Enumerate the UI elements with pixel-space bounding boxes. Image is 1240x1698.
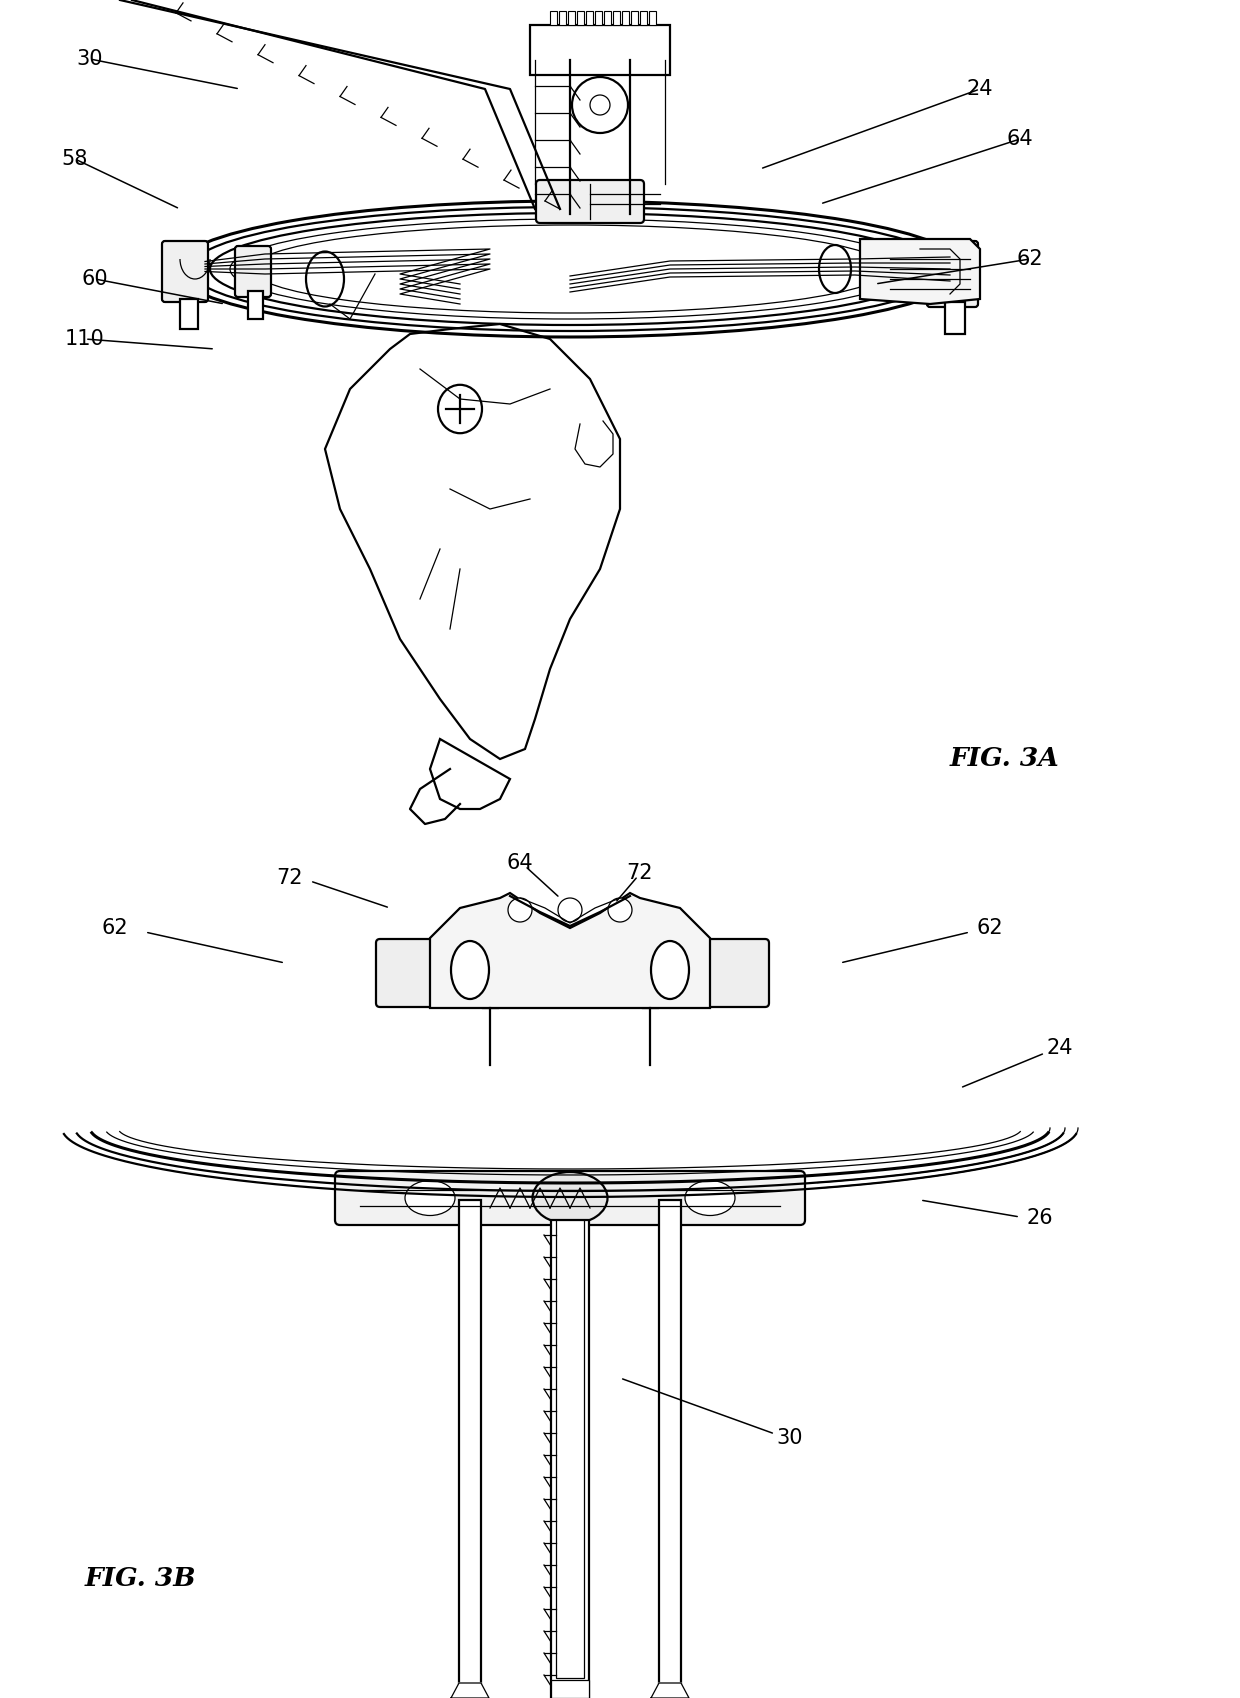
Text: 24: 24: [967, 80, 993, 98]
PathPatch shape: [325, 324, 620, 759]
Ellipse shape: [438, 385, 482, 433]
Text: 62: 62: [1017, 250, 1043, 268]
FancyBboxPatch shape: [335, 1172, 805, 1224]
PathPatch shape: [430, 893, 711, 1009]
Text: 26: 26: [1027, 1207, 1053, 1228]
Ellipse shape: [651, 941, 689, 998]
Text: 72: 72: [277, 868, 304, 888]
Text: 64: 64: [507, 852, 533, 873]
FancyBboxPatch shape: [536, 180, 644, 222]
Ellipse shape: [532, 1172, 608, 1224]
Text: 110: 110: [66, 329, 105, 350]
Bar: [658, 1200, 681, 1698]
Circle shape: [558, 898, 582, 922]
Text: 64: 64: [1007, 129, 1033, 149]
Bar: [248, 290, 263, 319]
FancyBboxPatch shape: [376, 939, 439, 1007]
Circle shape: [572, 76, 627, 132]
Text: 58: 58: [62, 149, 88, 170]
Text: 24: 24: [1047, 1037, 1074, 1058]
Bar: [631, 10, 639, 25]
FancyBboxPatch shape: [706, 939, 769, 1007]
Ellipse shape: [405, 1180, 455, 1216]
FancyBboxPatch shape: [236, 246, 272, 297]
Ellipse shape: [451, 941, 489, 998]
Text: 62: 62: [977, 919, 1003, 937]
Bar: [587, 10, 593, 25]
Text: 62: 62: [102, 919, 128, 937]
Bar: [559, 10, 565, 25]
Bar: [649, 10, 656, 25]
Bar: [551, 10, 557, 25]
PathPatch shape: [861, 239, 980, 304]
Text: 60: 60: [82, 268, 108, 289]
Bar: [622, 10, 629, 25]
FancyBboxPatch shape: [928, 241, 978, 307]
Ellipse shape: [684, 1180, 735, 1216]
Bar: [180, 299, 198, 329]
Text: FIG. 3B: FIG. 3B: [86, 1566, 196, 1591]
Polygon shape: [451, 1683, 489, 1698]
PathPatch shape: [430, 739, 510, 808]
Bar: [551, 1679, 589, 1698]
Text: FIG. 3A: FIG. 3A: [950, 747, 1060, 771]
Text: 30: 30: [776, 1428, 804, 1448]
Ellipse shape: [818, 245, 851, 294]
Bar: [577, 10, 584, 25]
Polygon shape: [651, 1683, 689, 1698]
Bar: [459, 1200, 481, 1698]
Circle shape: [508, 898, 532, 922]
Bar: [595, 10, 601, 25]
Circle shape: [608, 898, 632, 922]
Text: 72: 72: [626, 863, 653, 883]
Bar: [640, 10, 647, 25]
FancyBboxPatch shape: [162, 241, 208, 302]
Bar: [568, 10, 575, 25]
Text: 30: 30: [77, 49, 103, 70]
Bar: [613, 10, 620, 25]
Bar: [529, 25, 670, 75]
Bar: [945, 302, 965, 335]
Bar: [604, 10, 611, 25]
Bar: [556, 1219, 584, 1678]
Bar: [551, 1219, 589, 1698]
